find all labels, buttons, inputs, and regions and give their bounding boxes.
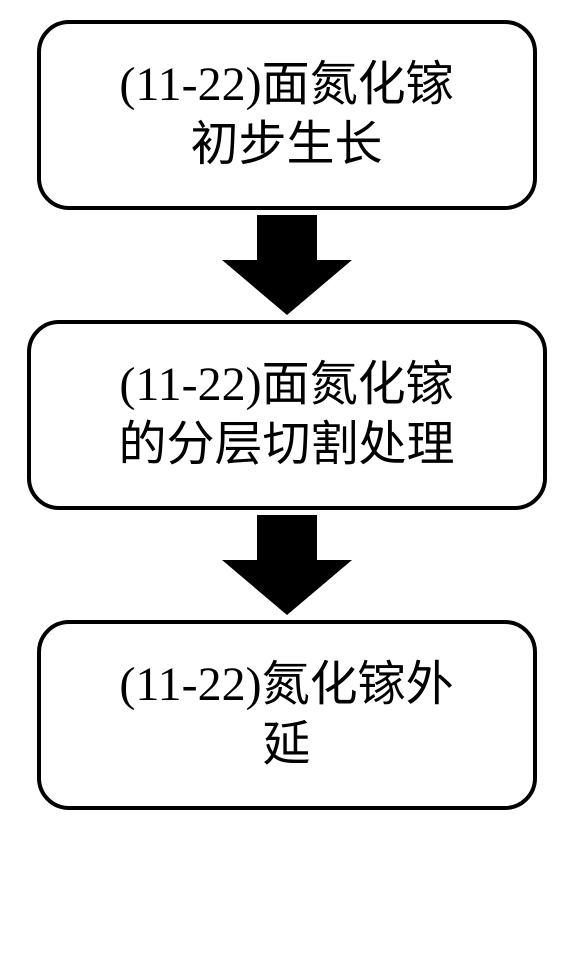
node-text-line1: (11-22)氮化镓外 bbox=[119, 658, 453, 711]
flow-node-step1: (11-22)面氮化镓 初步生长 bbox=[37, 20, 537, 210]
flow-arrow-down-1 bbox=[222, 210, 352, 320]
arrow-down-icon bbox=[222, 515, 352, 615]
node-text-line2: 的分层切割处理 bbox=[118, 418, 454, 471]
flow-node-step3: (11-22)氮化镓外 延 bbox=[37, 620, 537, 810]
node-text-line1: (11-22)面氮化镓 bbox=[119, 58, 453, 111]
node-text-line1: (11-22)面氮化镓 bbox=[119, 358, 453, 411]
arrow-down-icon bbox=[222, 215, 352, 315]
flow-arrow-down-2 bbox=[222, 510, 352, 620]
node-text-line2: 初步生长 bbox=[190, 118, 382, 171]
flow-node-step2: (11-22)面氮化镓 的分层切割处理 bbox=[27, 320, 547, 510]
node-text-line2: 延 bbox=[262, 718, 310, 771]
